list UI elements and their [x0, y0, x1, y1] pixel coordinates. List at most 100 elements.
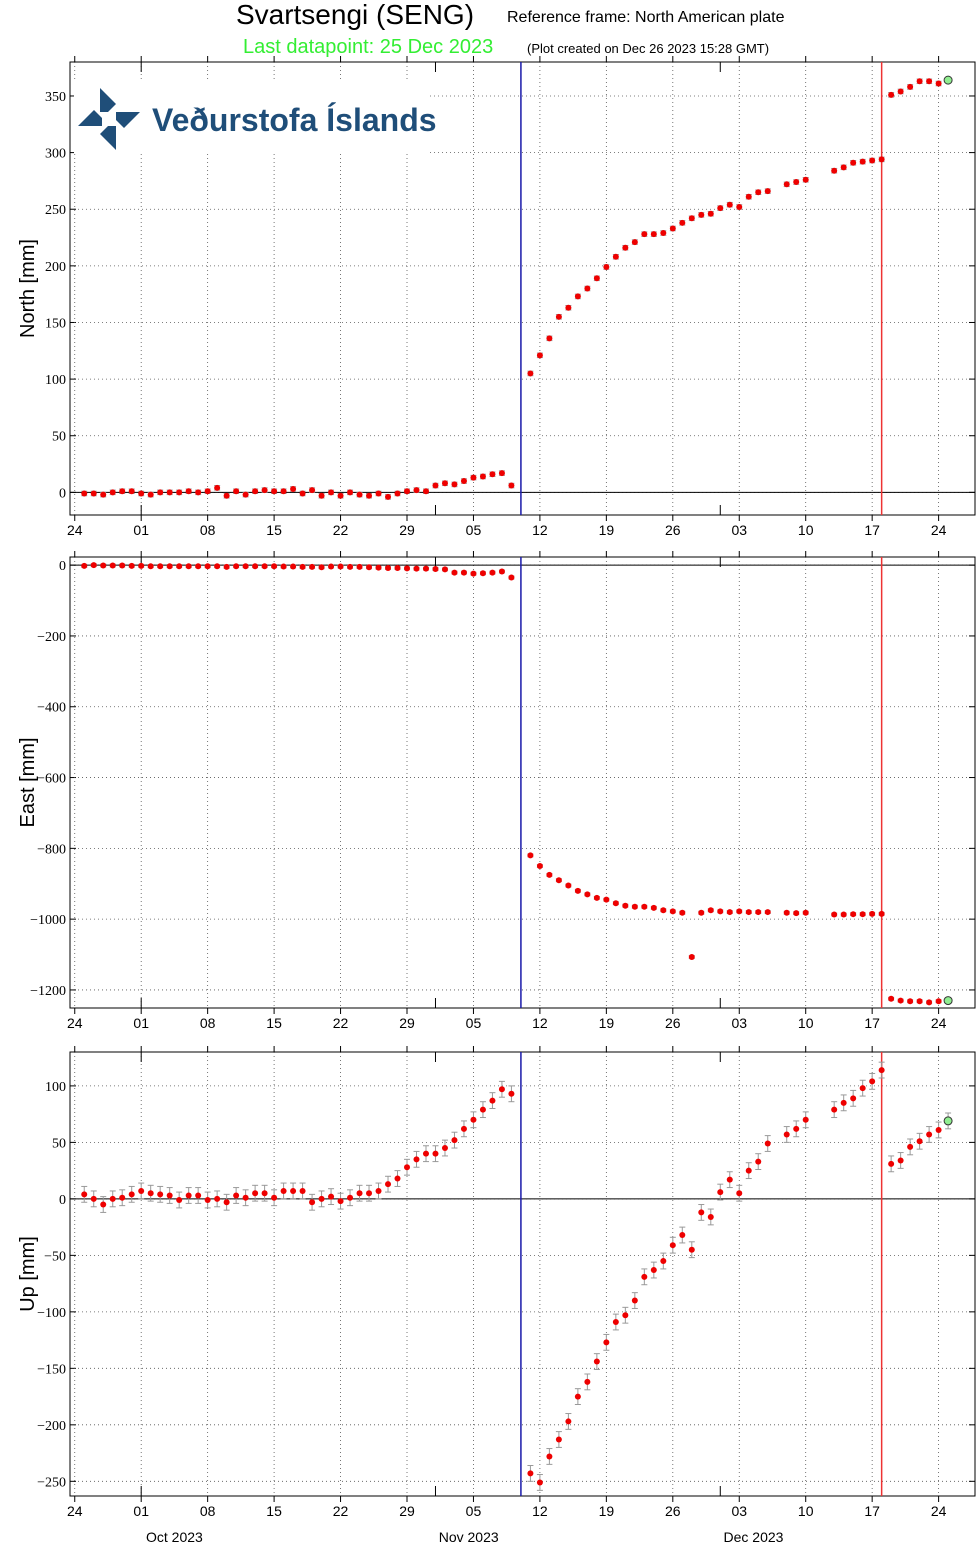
month-label: Dec 2023	[724, 1529, 784, 1544]
data-point	[935, 1126, 942, 1133]
y-tick-label: −150	[37, 1362, 66, 1377]
x-tick-label: 03	[731, 1015, 747, 1031]
data-point	[660, 230, 667, 237]
logo-shape	[78, 110, 102, 126]
data-point	[242, 563, 249, 570]
data-point	[271, 488, 278, 495]
data-point	[669, 1242, 676, 1249]
data-point	[764, 1140, 771, 1147]
data-point	[926, 1131, 933, 1138]
data-point	[479, 1106, 486, 1113]
data-point	[698, 1209, 705, 1216]
y-tick-label: −50	[44, 1249, 66, 1264]
y-tick-label: −100	[37, 1306, 66, 1321]
data-point	[375, 1187, 382, 1194]
data-point	[366, 492, 373, 499]
data-point	[489, 1097, 496, 1104]
data-point	[527, 370, 534, 377]
data-point	[831, 167, 838, 174]
data-point	[309, 563, 316, 570]
data-point	[337, 492, 344, 499]
data-point	[204, 563, 211, 570]
data-point	[185, 488, 192, 495]
data-point	[878, 156, 885, 163]
data-point	[907, 1143, 914, 1150]
x-tick-label: 17	[864, 522, 880, 538]
data-point	[375, 490, 382, 497]
data-point	[745, 909, 752, 916]
data-point	[318, 564, 325, 571]
data-point	[81, 1191, 88, 1198]
data-point	[280, 1187, 287, 1194]
data-point	[555, 313, 562, 320]
data-point	[935, 80, 942, 87]
x-tick-label: 08	[200, 1503, 216, 1519]
data-point	[603, 896, 610, 903]
data-point	[641, 1273, 648, 1280]
x-tick-label: 26	[665, 522, 681, 538]
data-point	[831, 911, 838, 918]
data-point	[451, 1137, 458, 1144]
title: Svartsengi (SENG)	[236, 0, 474, 30]
data-point	[546, 335, 553, 342]
logo-shape	[100, 126, 116, 150]
data-point	[271, 1194, 278, 1201]
data-point	[565, 304, 572, 311]
data-point	[166, 489, 173, 496]
y-tick-label: −200	[37, 630, 66, 645]
data-point	[943, 75, 953, 85]
data-point	[555, 1436, 562, 1443]
y-tick-label: 250	[45, 203, 66, 218]
data-point	[242, 491, 249, 498]
data-point	[432, 566, 439, 573]
data-point	[404, 1164, 411, 1171]
y-axis-label: Up [mm]	[17, 1236, 39, 1312]
data-point	[479, 570, 486, 577]
data-point	[764, 909, 771, 916]
y-tick-label: 150	[45, 316, 66, 331]
data-point	[622, 902, 629, 909]
x-tick-label: 03	[731, 522, 747, 538]
data-point	[907, 998, 914, 1005]
data-point	[631, 1297, 638, 1304]
y-tick-label: 50	[52, 430, 66, 445]
data-point	[916, 1138, 923, 1145]
data-point	[935, 998, 942, 1005]
logo: Veðurstofa Íslands	[74, 82, 437, 154]
data-point	[223, 492, 230, 499]
x-tick-label: 19	[599, 1503, 615, 1519]
data-point	[793, 179, 800, 186]
data-point	[793, 910, 800, 917]
x-tick-label: 22	[333, 1503, 349, 1519]
data-point	[850, 159, 857, 166]
data-point	[280, 488, 287, 495]
data-point	[204, 1197, 211, 1203]
x-tick-label: 29	[399, 1503, 415, 1519]
data-point	[764, 188, 771, 195]
data-point	[204, 488, 211, 495]
y-tick-label: 0	[59, 1193, 66, 1208]
data-point	[366, 564, 373, 571]
y-tick-label: 300	[45, 147, 66, 162]
y-tick-label: 200	[45, 260, 66, 275]
data-point	[897, 88, 904, 95]
data-point	[878, 1067, 885, 1074]
data-point	[536, 1479, 543, 1486]
data-point	[90, 1195, 97, 1202]
x-tick-label: 26	[665, 1503, 681, 1519]
y-tick-label: 0	[59, 559, 66, 574]
data-point	[128, 562, 135, 569]
data-point	[385, 1181, 392, 1188]
data-point	[802, 1116, 809, 1123]
x-tick-label: 24	[931, 1015, 947, 1031]
data-point	[650, 231, 657, 238]
x-tick-label: 24	[67, 1503, 83, 1519]
x-tick-label: 17	[864, 1015, 880, 1031]
data-point	[441, 566, 448, 573]
x-tick-label: 24	[67, 522, 83, 538]
data-point	[726, 1176, 733, 1183]
data-point	[147, 1190, 154, 1197]
data-point	[214, 1195, 221, 1202]
